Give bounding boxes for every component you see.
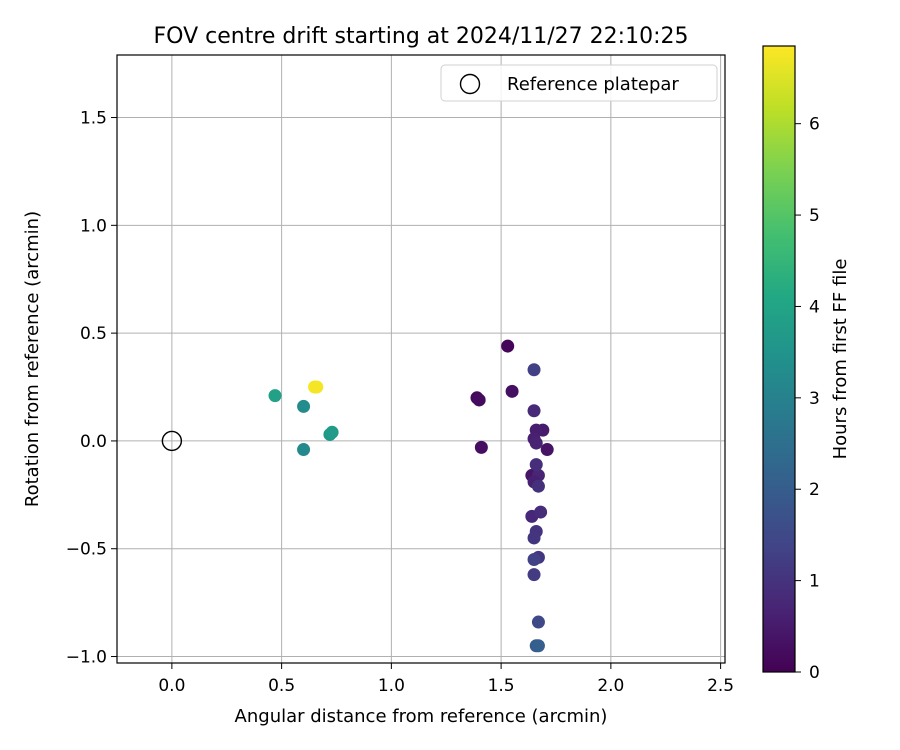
- legend-box: [440, 64, 718, 102]
- scatter-point: [501, 339, 515, 353]
- scatter-point: [531, 615, 545, 629]
- scatter-point: [297, 443, 311, 457]
- scatter-point: [527, 363, 541, 377]
- scatter-points: [268, 339, 554, 653]
- grid-layer: [117, 55, 725, 663]
- scatter-point: [527, 531, 541, 545]
- scatter-point: [527, 553, 541, 567]
- scatter-point: [505, 384, 519, 398]
- y-tick-label: −1.0: [66, 648, 107, 668]
- reference-platepar-marker: [161, 430, 183, 452]
- scatter-point: [527, 568, 541, 582]
- plot-area-frame: [116, 54, 726, 664]
- x-tick-label: 2.0: [597, 676, 624, 696]
- y-tick-label: 0.5: [80, 324, 107, 344]
- scatter-point: [529, 458, 543, 472]
- legend-label-reference: Reference platepar: [507, 74, 679, 95]
- scatter-point: [472, 393, 486, 407]
- colorbar-label: Hours from first FF file: [830, 259, 851, 460]
- chart-title: FOV centre drift starting at 2024/11/27 …: [154, 24, 689, 49]
- y-tick-label: 0.0: [80, 432, 107, 452]
- scatter-point: [531, 479, 545, 493]
- scatter-point: [325, 425, 339, 439]
- colorbar-tick-label: 2: [809, 480, 820, 500]
- y-axis-ticks: −1.0 −0.5 0.0 0.5 1.0 1.5: [66, 109, 117, 668]
- colorbar-ticks: 0 1 2 3 4 5 6: [795, 115, 820, 683]
- scatter-point: [297, 399, 311, 413]
- colorbar-tick-label: 4: [809, 297, 820, 317]
- scatter-point: [531, 639, 545, 653]
- x-tick-label: 1.5: [488, 676, 515, 696]
- y-tick-label: 1.5: [80, 109, 107, 129]
- scatter-point: [534, 505, 548, 519]
- colorbar-tick-label: 6: [809, 115, 820, 135]
- x-tick-label: 0.0: [158, 676, 185, 696]
- scatter-point: [527, 404, 541, 418]
- colorbar-tick-label: 5: [809, 206, 820, 226]
- x-tick-label: 1.0: [378, 676, 405, 696]
- x-tick-label: 0.5: [268, 676, 295, 696]
- scatter-point: [474, 440, 488, 454]
- reference-layer: [161, 430, 183, 452]
- colorbar-tick-label: 3: [809, 389, 820, 409]
- x-axis-ticks: 0.0 0.5 1.0 1.5 2.0 2.5: [158, 663, 734, 696]
- legend-marker-reference: [459, 73, 481, 95]
- colorbar-tick-label: 1: [809, 572, 820, 592]
- y-tick-label: 1.0: [80, 216, 107, 236]
- scatter-point: [540, 443, 554, 457]
- scatter-point: [310, 380, 324, 394]
- x-tick-label: 2.5: [707, 676, 734, 696]
- scatter-point: [268, 389, 282, 403]
- scatter-point: [529, 436, 543, 450]
- legend: Reference platepar: [440, 64, 718, 102]
- y-axis-label: Rotation from reference (arcmin): [22, 211, 43, 507]
- colorbar: [762, 45, 796, 673]
- y-tick-label: −0.5: [66, 540, 107, 560]
- colorbar-tick-label: 0: [809, 663, 820, 683]
- x-axis-label: Angular distance from reference (arcmin): [235, 706, 608, 727]
